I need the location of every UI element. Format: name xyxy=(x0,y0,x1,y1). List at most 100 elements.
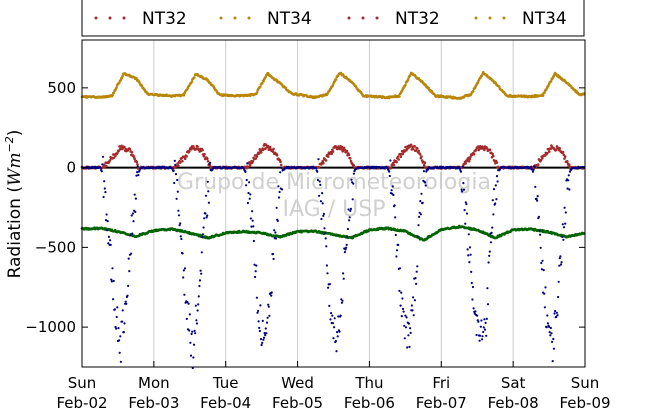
data-point-s3 xyxy=(346,236,349,239)
data-point-s3 xyxy=(407,334,410,337)
data-point-s3 xyxy=(274,237,278,240)
data-point-s3 xyxy=(257,320,260,323)
data-point-s3 xyxy=(459,170,463,173)
data-point-s3 xyxy=(119,335,122,338)
data-point-s3 xyxy=(488,250,491,253)
data-point-s1 xyxy=(422,163,426,167)
data-point-s3 xyxy=(127,257,130,260)
data-point-s1 xyxy=(337,145,340,148)
data-point-s3 xyxy=(177,209,180,212)
data-point-s3 xyxy=(265,321,269,324)
data-point-s3 xyxy=(246,162,249,165)
data-point-s3 xyxy=(404,314,407,317)
data-point-s3 xyxy=(418,211,421,214)
data-point-s3 xyxy=(491,226,494,229)
data-point-s3 xyxy=(420,192,423,195)
data-point-s1 xyxy=(561,150,565,154)
data-point-s3 xyxy=(551,340,554,343)
data-point-s3 xyxy=(200,251,203,254)
data-point-s3 xyxy=(132,220,135,223)
data-point-s3 xyxy=(463,209,466,212)
data-point-s3 xyxy=(104,191,107,194)
data-point-s3 xyxy=(106,220,109,223)
data-point-s3 xyxy=(562,238,565,241)
data-point-s1 xyxy=(549,147,552,151)
data-point-s3 xyxy=(262,336,266,339)
data-point-s3 xyxy=(123,322,126,325)
data-point-s1 xyxy=(179,161,182,164)
data-point-s1 xyxy=(188,149,191,153)
data-point-s1 xyxy=(321,159,325,163)
data-point-s3 xyxy=(321,202,324,205)
x-tick-label-date-6: Feb-08 xyxy=(488,394,539,409)
data-point-s1 xyxy=(558,147,561,150)
data-point-s1 xyxy=(418,152,422,156)
data-point-s1 xyxy=(192,145,195,148)
data-point-s3 xyxy=(264,334,267,337)
data-point-s1 xyxy=(105,164,108,168)
data-point-s3 xyxy=(561,223,564,226)
data-point-s3 xyxy=(196,309,199,312)
data-point-s3 xyxy=(484,321,487,324)
data-point-s3 xyxy=(138,169,141,172)
data-point-s3 xyxy=(490,231,493,234)
data-point-s3 xyxy=(110,278,113,281)
data-point-s3 xyxy=(467,254,470,257)
legend-entry-3: NT34 xyxy=(474,9,567,29)
data-point-s3 xyxy=(485,317,488,320)
data-point-s0 xyxy=(404,83,407,87)
x-tick-label-day-2: Tue xyxy=(212,374,239,392)
legend-marker-2 xyxy=(361,16,365,20)
data-point-s1 xyxy=(116,151,119,155)
data-point-s3 xyxy=(475,333,478,337)
data-point-s3 xyxy=(480,338,484,341)
data-point-s3 xyxy=(173,181,176,185)
data-point-s3 xyxy=(183,293,186,296)
data-point-s3 xyxy=(335,350,338,353)
data-point-s3 xyxy=(253,263,256,266)
data-point-s3 xyxy=(495,175,499,178)
data-point-s3 xyxy=(257,309,260,312)
data-point-s3 xyxy=(115,327,118,330)
data-point-s3 xyxy=(251,210,254,213)
data-point-s1 xyxy=(279,160,282,163)
data-point-s3 xyxy=(346,227,349,231)
data-point-s3 xyxy=(393,204,396,207)
data-point-s3 xyxy=(340,301,343,304)
data-point-s3 xyxy=(125,302,128,305)
data-point-s3 xyxy=(323,227,326,230)
data-point-s3 xyxy=(350,178,353,181)
data-point-s3 xyxy=(272,257,275,261)
data-point-s3 xyxy=(277,196,281,199)
data-point-s3 xyxy=(201,235,204,239)
data-point-s1 xyxy=(416,147,419,150)
data-point-s3 xyxy=(250,225,253,228)
data-point-s3 xyxy=(338,330,341,333)
data-point-s3 xyxy=(326,272,329,275)
y-axis-label-suffix: ) xyxy=(5,130,25,137)
data-point-s3 xyxy=(137,174,140,177)
data-point-s3 xyxy=(190,332,193,336)
data-point-s3 xyxy=(130,252,133,255)
data-point-s1 xyxy=(123,145,126,149)
data-point-s3 xyxy=(389,159,392,162)
data-point-s3 xyxy=(180,237,183,241)
data-point-s3 xyxy=(341,299,344,302)
data-point-s3 xyxy=(329,318,332,321)
data-point-s3 xyxy=(271,253,275,256)
data-point-s3 xyxy=(411,309,414,312)
data-point-s3 xyxy=(480,319,483,322)
data-point-s3 xyxy=(482,330,485,334)
data-point-s3 xyxy=(421,201,424,204)
data-point-s3 xyxy=(121,309,124,312)
data-point-s1 xyxy=(185,155,188,158)
data-point-s3 xyxy=(327,286,330,289)
x-tick-label-day-5: Fri xyxy=(432,374,450,392)
legend-marker-0 xyxy=(108,16,112,20)
data-point-s3 xyxy=(536,199,539,202)
data-point-s3 xyxy=(135,174,138,177)
y-axis-label: Radiation (Wm−2) xyxy=(3,130,25,279)
data-point-s1 xyxy=(469,155,472,159)
data-point-s0 xyxy=(255,91,259,94)
watermark-line-2: IAG / USP xyxy=(283,197,386,222)
